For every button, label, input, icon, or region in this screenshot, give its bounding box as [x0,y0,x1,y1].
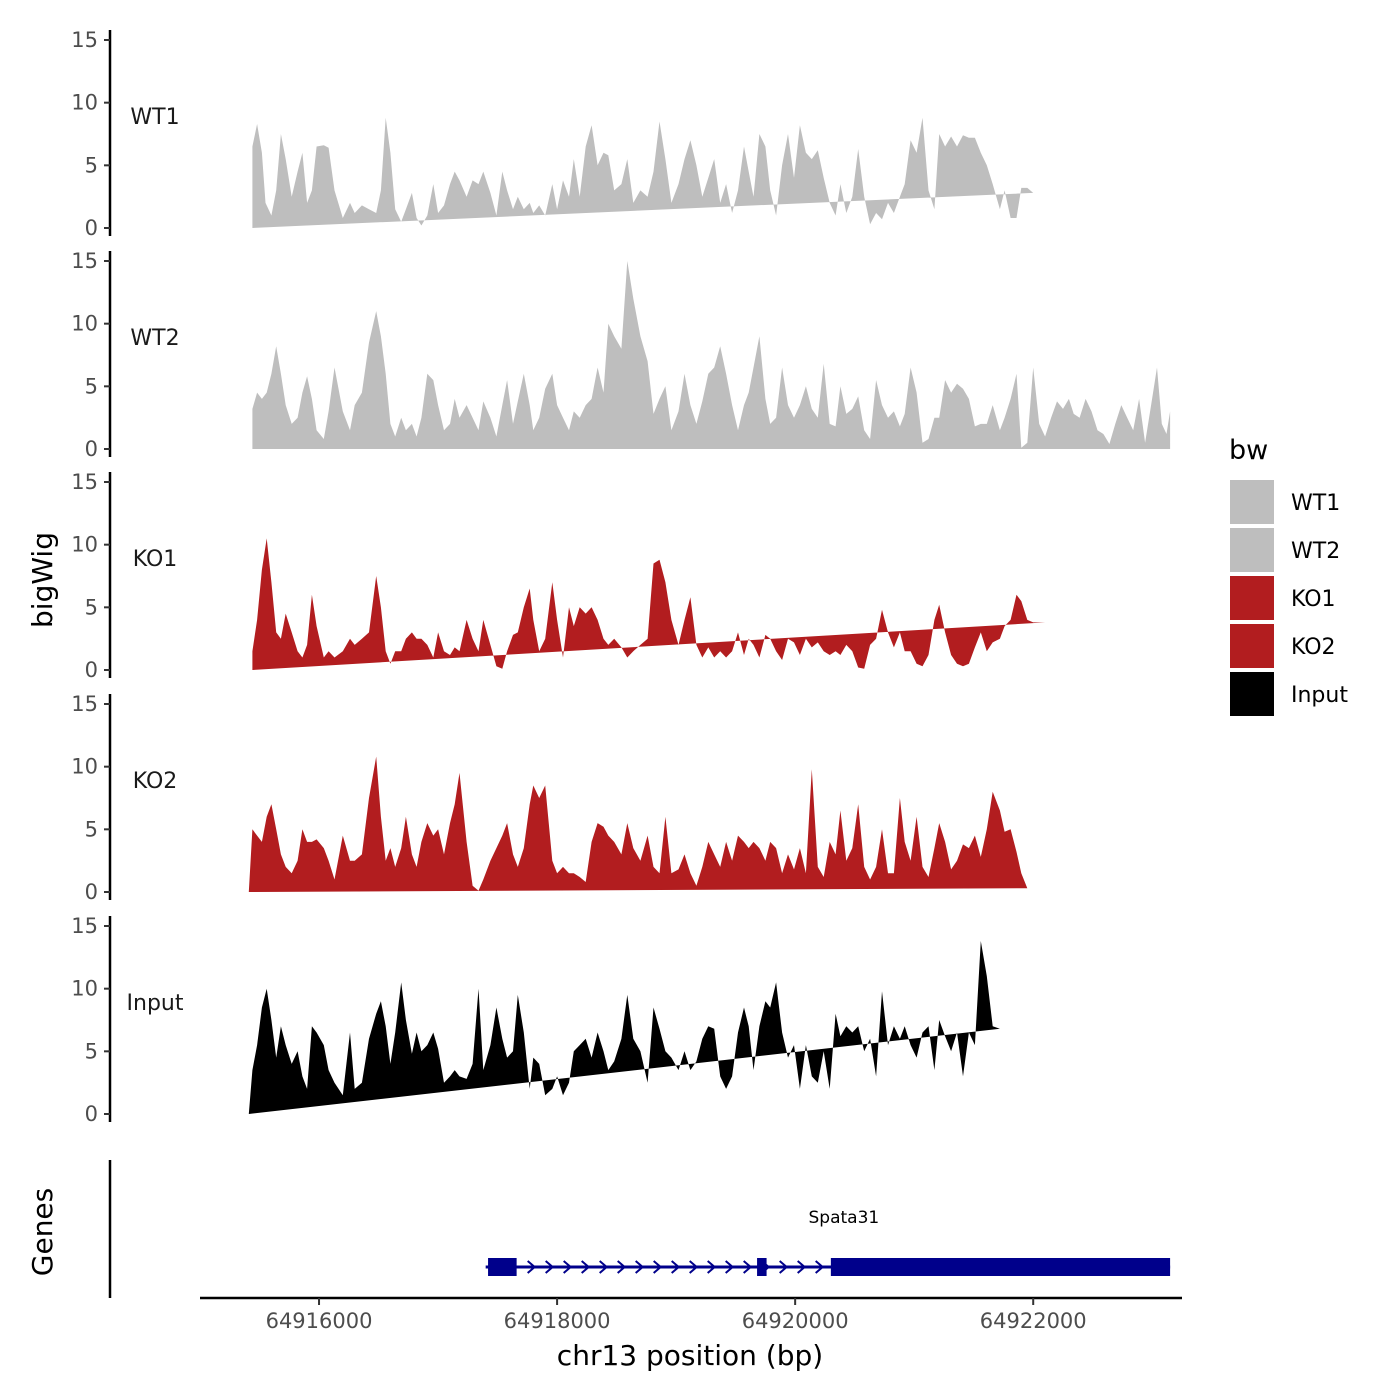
y-tick-label: 15 [71,249,98,273]
track-wt2: 0 5 10 15 WT2 [71,249,1171,461]
y-tick-label: 15 [71,914,98,938]
x-tick-label: 64918000 [504,1309,611,1333]
legend-swatch-ko1 [1230,576,1274,620]
genes-axis-title: Genes [26,1188,59,1276]
gene-exon [830,1258,1171,1276]
legend-title: bw [1229,435,1268,466]
track-label: WT2 [130,326,179,351]
y-tick-label: 5 [85,374,98,398]
strand-arrow-icon [707,1260,717,1274]
legend-swatch-wt1 [1230,480,1274,524]
legend-swatch-wt2 [1230,528,1274,572]
legend-label-input: Input [1291,683,1348,708]
strand-arrow-icon [635,1260,645,1274]
track-area-ko2 [248,756,1028,892]
x-tick-label: 64920000 [742,1309,849,1333]
x-axis: 64916000 64918000 64920000 64922000 [200,1296,1182,1333]
strand-arrow-icon [779,1260,789,1274]
strand-arrow-icon [563,1260,573,1274]
bigwig-tracks: 0 5 10 15 WT1 0 5 10 15 WT2 0 5 10 15 KO1 0 5 10 15 KO2 0 5 10… [71,28,1171,1126]
strand-arrow-icon [815,1260,825,1274]
genes-panel: Spata31 [108,1160,1171,1298]
y-tick-label: 5 [85,817,98,841]
strand-arrow-icon [743,1260,753,1274]
track-label: KO2 [133,769,178,794]
y-axis-title: bigWig [26,532,59,628]
track-label: Input [127,991,184,1016]
track-label: KO1 [133,547,178,572]
legend: bw WT1 WT2 KO1 KO2 Input [1229,435,1348,716]
track-ko1: 0 5 10 15 KO1 [71,470,1046,682]
gene-name-label: Spata31 [809,1208,880,1228]
strand-arrow-icon [671,1260,681,1274]
x-tick-label: 64922000 [980,1309,1087,1333]
strand-arrow-icon [725,1260,735,1274]
gene-exon [757,1258,767,1276]
track-wt1: 0 5 10 15 WT1 [71,28,1034,240]
legend-label-wt2: WT2 [1291,539,1340,564]
legend-label-ko2: KO2 [1291,635,1336,660]
y-tick-label: 10 [71,312,98,336]
track-label: WT1 [130,105,179,130]
track-area-ko1 [252,538,1046,670]
gene-spata31: Spata31 [485,1208,1171,1276]
legend-swatch-ko2 [1230,624,1274,668]
y-tick-label: 10 [71,533,98,557]
y-tick-label: 0 [85,437,98,461]
y-tick-label: 15 [71,692,98,716]
y-tick-label: 0 [85,1102,98,1126]
y-tick-label: 0 [85,658,98,682]
track-area-input [248,941,1000,1114]
strand-arrow-icon [797,1260,807,1274]
track-area-wt1 [252,117,1034,228]
y-tick-label: 10 [71,91,98,115]
y-tick-label: 5 [85,1039,98,1063]
x-axis-title: chr13 position (bp) [557,1339,823,1372]
y-tick-label: 5 [85,595,98,619]
gene-exon [488,1258,517,1276]
y-tick-label: 0 [85,216,98,240]
strand-arrow-icon [689,1260,699,1274]
track-area-wt2 [252,261,1171,449]
y-tick-label: 5 [85,153,98,177]
strand-arrow-icon [617,1260,627,1274]
strand-arrow-icon [581,1260,591,1274]
legend-label-ko1: KO1 [1291,587,1336,612]
legend-label-wt1: WT1 [1291,491,1340,516]
strand-arrow-icon [599,1260,609,1274]
strand-arrow-icon [527,1260,537,1274]
strand-arrow-icon [545,1260,555,1274]
legend-swatch-input [1230,672,1274,716]
y-tick-label: 10 [71,755,98,779]
y-tick-label: 10 [71,977,98,1001]
track-input: 0 5 10 15 Input [71,914,1000,1126]
y-tick-label: 15 [71,470,98,494]
y-tick-label: 0 [85,880,98,904]
strand-arrow-icon [653,1260,663,1274]
track-ko2: 0 5 10 15 KO2 [71,692,1028,904]
y-tick-label: 15 [71,28,98,52]
x-tick-label: 64916000 [266,1309,373,1333]
